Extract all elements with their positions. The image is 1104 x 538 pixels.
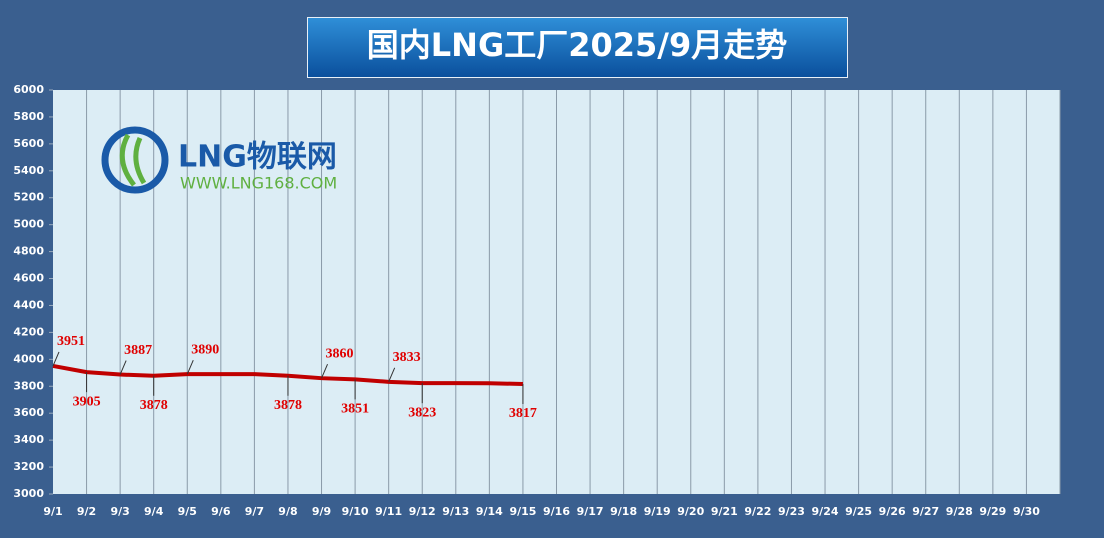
- x-tick-label: 9/18: [610, 505, 637, 518]
- y-tick-label: 4200: [13, 325, 44, 338]
- y-tick-label: 3400: [13, 433, 44, 446]
- title-box: [307, 17, 848, 78]
- x-tick-label: 9/27: [912, 505, 939, 518]
- x-tick-label: 9/9: [312, 505, 331, 518]
- y-tick-label: 5600: [13, 137, 44, 150]
- x-tick-label: 9/1: [43, 505, 62, 518]
- y-tick-label: 3200: [13, 460, 44, 473]
- x-tick-label: 9/7: [245, 505, 264, 518]
- leader-line: [388, 367, 396, 383]
- x-tick-label: 9/13: [442, 505, 469, 518]
- x-tick-label: 9/24: [812, 505, 839, 518]
- x-tick-label: 9/22: [744, 505, 771, 518]
- value-label: 3878: [274, 398, 302, 413]
- x-tick-label: 9/2: [77, 505, 96, 518]
- x-tick-label: 9/12: [409, 505, 436, 518]
- y-tick-label: 5000: [13, 218, 44, 231]
- x-tick-label: 9/16: [543, 505, 570, 518]
- x-tick-label: 9/29: [979, 505, 1006, 518]
- x-tick-label: 9/26: [879, 505, 906, 518]
- y-tick-label: 4800: [13, 245, 44, 258]
- logo: LNG物联网 WWW.LNG168.COM: [101, 126, 337, 194]
- leader-line: [186, 359, 194, 375]
- x-tick-label: 9/23: [778, 505, 805, 518]
- value-label: 3851: [341, 402, 369, 417]
- x-tick-label: 9/17: [577, 505, 604, 518]
- value-label: 3878: [140, 398, 168, 413]
- x-tick-label: 9/15: [509, 505, 536, 518]
- value-label: 3890: [191, 342, 219, 357]
- x-tick-label: 9/6: [211, 505, 231, 518]
- value-label: 3887: [124, 343, 152, 358]
- y-tick-label: 4000: [13, 352, 44, 365]
- y-tick-label: 3000: [13, 487, 44, 500]
- value-label: 3860: [326, 346, 354, 361]
- y-tick-label: 3800: [13, 379, 44, 392]
- x-tick-label: 9/28: [946, 505, 973, 518]
- value-label: 3823: [408, 405, 436, 420]
- x-tick-label: 9/10: [342, 505, 369, 518]
- y-tick-label: 6000: [13, 83, 44, 96]
- x-tick-label: 9/4: [144, 505, 164, 518]
- x-tick-label: 9/30: [1013, 505, 1040, 518]
- x-tick-label: 9/11: [375, 505, 402, 518]
- y-tick-label: 4600: [13, 272, 44, 285]
- y-tick-label: 5400: [13, 164, 44, 177]
- x-tick-label: 9/3: [110, 505, 129, 518]
- y-tick-label: 4400: [13, 298, 44, 311]
- x-tick-label: 9/5: [178, 505, 197, 518]
- x-tick-label: 9/25: [845, 505, 872, 518]
- value-label: 3817: [509, 406, 537, 421]
- x-tick-label: 9/20: [677, 505, 704, 518]
- logo-ring: [101, 126, 169, 194]
- value-label: 3833: [393, 350, 421, 365]
- logo-leaf: [119, 133, 147, 187]
- y-tick-label: 5800: [13, 110, 44, 123]
- leader-line: [321, 363, 328, 379]
- chart-title: 国内LNG工厂2025/9月走势: [367, 26, 787, 64]
- leader-line: [119, 360, 127, 375]
- x-tick-label: 9/8: [278, 505, 297, 518]
- y-tick-label: 3600: [13, 406, 44, 419]
- value-label: 3905: [73, 394, 101, 409]
- x-tick-label: 9/21: [711, 505, 738, 518]
- value-label: 3951: [57, 334, 85, 349]
- leader-line: [52, 351, 60, 367]
- y-tick-label: 5200: [13, 191, 44, 204]
- logo-url: WWW.LNG168.COM: [180, 174, 337, 193]
- x-tick-label: 9/19: [644, 505, 671, 518]
- logo-name: LNG物联网: [178, 140, 337, 175]
- x-tick-label: 9/14: [476, 505, 503, 518]
